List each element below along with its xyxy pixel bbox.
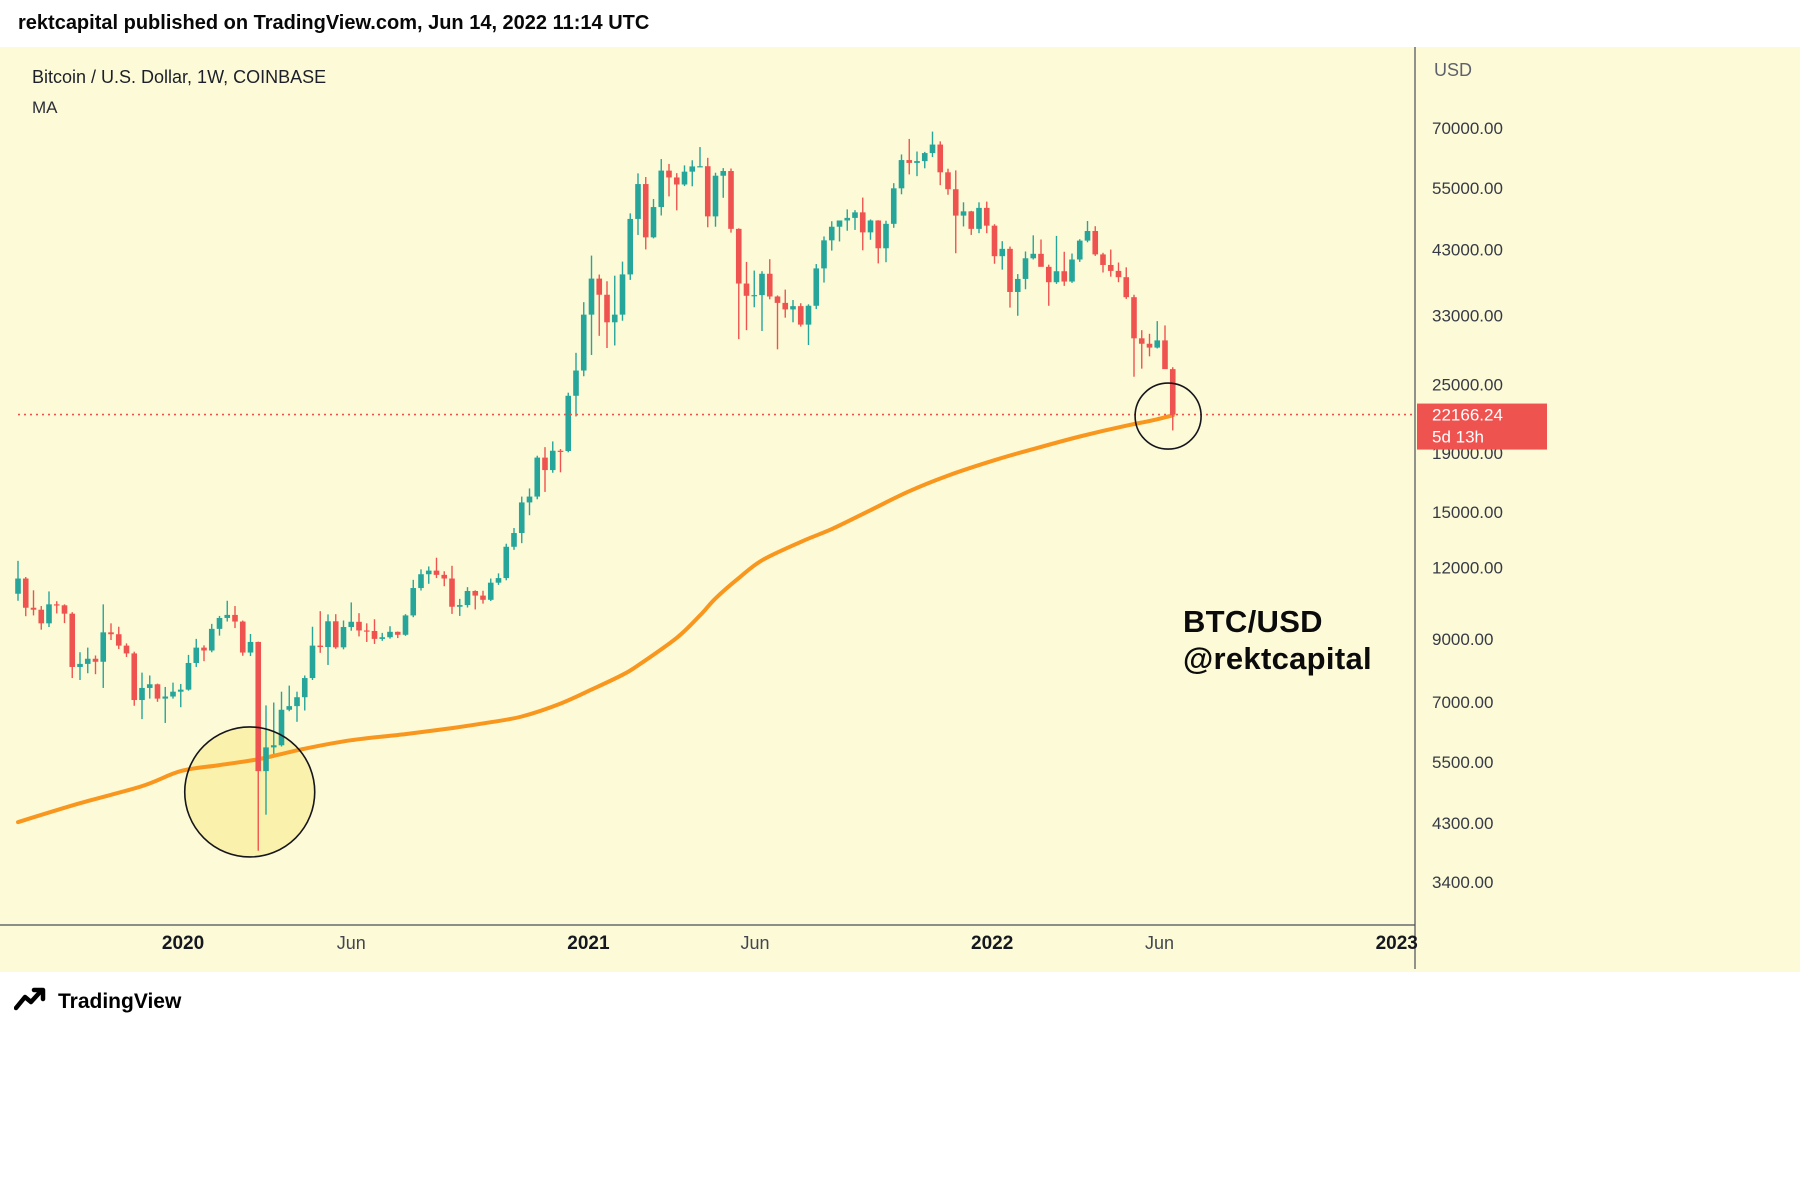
time-tick-label: 2020 — [162, 933, 204, 954]
current-price-value: 22166.24 — [1432, 406, 1503, 425]
price-tick-label: 7000.00 — [1432, 693, 1493, 712]
highlight-circle-fill — [184, 726, 315, 857]
price-axis[interactable] — [1416, 47, 1800, 972]
time-tick-label: Jun — [1145, 933, 1174, 953]
time-tick-label: 2021 — [567, 933, 610, 954]
price-tick-label: 15000.00 — [1432, 503, 1503, 522]
currency-label: USD — [1434, 60, 1473, 80]
chart-area: 70000.00 55000.00 43000.00 33000.00 25000.00… — [0, 47, 1800, 972]
footer: TradingView — [0, 972, 1800, 1186]
indicator-ma-label[interactable]: MA — [32, 98, 58, 117]
symbol-title[interactable]: Bitcoin / U.S. Dollar, 1W, COINBASE — [32, 67, 327, 87]
ma-line — [16, 413, 1175, 825]
candles-layer — [15, 131, 1176, 851]
publish-header: rektcapital published on TradingView.com… — [0, 0, 1800, 47]
price-tick-label: 70000.00 — [1432, 119, 1503, 138]
time-axis[interactable] — [0, 925, 1415, 972]
time-tick-label: 2023 — [1376, 933, 1418, 954]
price-tick-label: 4300.00 — [1432, 814, 1493, 833]
publish-header-text: rektcapital published on TradingView.com… — [18, 12, 650, 34]
price-tick-label: 9000.00 — [1432, 630, 1493, 649]
price-tick-label: 25000.00 — [1432, 376, 1503, 395]
watermark: BTC/USD @rektcapital — [1183, 603, 1372, 677]
bar-countdown: 5d 13h — [1432, 428, 1484, 447]
price-tick-label: 33000.00 — [1432, 306, 1503, 325]
tradingview-logo-icon[interactable] — [14, 987, 48, 1017]
tradingview-brand[interactable]: TradingView — [58, 990, 182, 1013]
time-tick-label: 2022 — [971, 933, 1013, 954]
highlight-circle — [183, 726, 316, 858]
time-tick-label: Jun — [741, 933, 770, 953]
price-tick-label: 3400.00 — [1432, 873, 1493, 892]
price-tick-label: 5500.00 — [1432, 753, 1493, 772]
highlight-circle — [1134, 382, 1202, 450]
price-tick-label: 55000.00 — [1432, 179, 1503, 198]
chart-canvas[interactable]: 70000.00 55000.00 43000.00 33000.00 25000.00… — [0, 47, 1800, 972]
watermark-symbol: BTC/USD — [1183, 604, 1323, 639]
price-tick-label: 43000.00 — [1432, 240, 1503, 259]
time-tick-label: Jun — [337, 933, 366, 953]
price-tick-label: 12000.00 — [1432, 558, 1503, 577]
current-price-badge: 22166.24 5d 13h — [1417, 403, 1547, 450]
watermark-handle: @rektcapital — [1183, 641, 1372, 676]
